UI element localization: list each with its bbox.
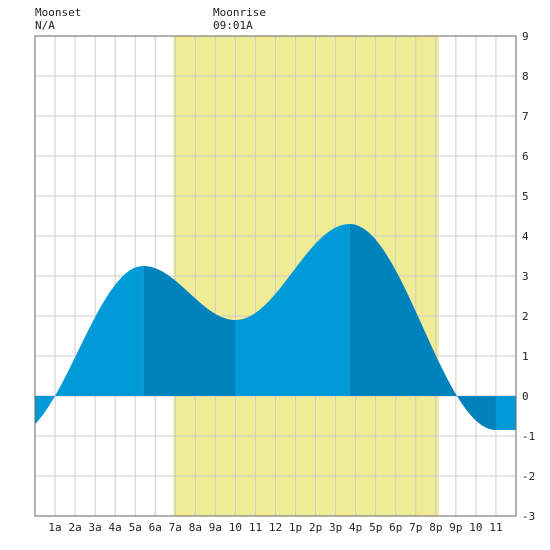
x-tick-label: 4p (349, 521, 362, 534)
x-tick-label: 2a (68, 521, 81, 534)
moonset-label: Moonset (35, 6, 81, 19)
moonset-value: N/A (35, 19, 55, 32)
x-tick-label: 10 (469, 521, 482, 534)
y-tick-label: -2 (522, 470, 535, 483)
x-tick-label: 9p (449, 521, 462, 534)
x-tick-label: 6p (389, 521, 402, 534)
x-tick-label: 8a (189, 521, 202, 534)
tide-area (35, 224, 516, 430)
x-tick-label: 9a (209, 521, 222, 534)
y-tick-label: 2 (522, 310, 529, 323)
x-tick-label: 1a (48, 521, 61, 534)
x-tick-label: 3p (329, 521, 342, 534)
y-tick-label: 1 (522, 350, 529, 363)
y-tick-label: 0 (522, 390, 529, 403)
y-tick-label: 4 (522, 230, 529, 243)
y-tick-label: -3 (522, 510, 535, 523)
x-tick-label: 7a (169, 521, 182, 534)
y-axis-labels: -3 -2 -1 0 1 2 3 4 5 6 7 8 9 (522, 30, 535, 523)
y-tick-label: 7 (522, 110, 529, 123)
tide-segment (35, 266, 144, 425)
y-tick-label: 3 (522, 270, 529, 283)
x-tick-label: 4a (109, 521, 122, 534)
y-tick-label: 8 (522, 70, 529, 83)
y-tick-label: 9 (522, 30, 529, 43)
x-tick-label: 1p (289, 521, 302, 534)
x-tick-label: 7p (409, 521, 422, 534)
y-tick-label: 6 (522, 150, 529, 163)
moonrise-label: Moonrise (213, 6, 266, 19)
tide-segment (235, 224, 350, 396)
x-tick-label: 6a (149, 521, 162, 534)
x-tick-label: 5p (369, 521, 382, 534)
y-tick-label: 5 (522, 190, 529, 203)
x-tick-label: 10 (229, 521, 242, 534)
tide-segment (349, 224, 496, 430)
x-tick-label: 11 (249, 521, 262, 534)
x-tick-label: 11 (489, 521, 502, 534)
x-tick-label: 5a (129, 521, 142, 534)
grid (35, 36, 516, 516)
tide-segment (143, 266, 236, 396)
plot-frame (34, 35, 517, 517)
x-tick-label: 12 (269, 521, 282, 534)
x-tick-label: 3a (89, 521, 102, 534)
x-tick-label: 8p (429, 521, 442, 534)
x-tick-label: 2p (309, 521, 322, 534)
x-axis-labels: 1a 2a 3a 4a 5a 6a 7a 8a 9a 10 11 12 1p 2p 3p 4p 5p 6p 7p 8p… (48, 521, 502, 534)
tide-segment (495, 396, 516, 430)
moonrise-value: 09:01A (213, 19, 253, 32)
y-tick-label: -1 (522, 430, 535, 443)
